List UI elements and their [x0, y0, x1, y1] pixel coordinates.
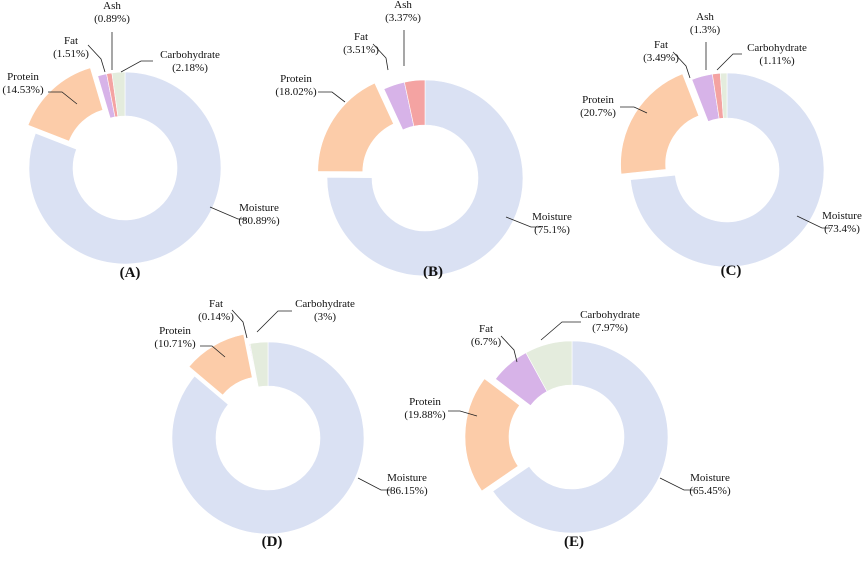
slice-moisture: [171, 341, 365, 535]
slice-value-fat: (3.51%): [343, 44, 379, 56]
slice-value-ash: (3.37%): [385, 12, 421, 24]
slice-value-fat: (6.7%): [471, 336, 502, 348]
leader-line-moisture: [505, 216, 541, 228]
panel-label: (C): [721, 263, 742, 279]
slice-value-protein: (10.71%): [154, 338, 196, 350]
slice-label-carbohydrate: Carbohydrate: [747, 42, 807, 54]
slice-moisture: [492, 340, 669, 534]
leader-line-protein: [48, 91, 78, 105]
leader-line-fat: [372, 43, 389, 71]
leader-line-fat: [231, 309, 248, 339]
slice-carbohydrate: [719, 72, 728, 119]
panel-label: (E): [564, 534, 584, 550]
leader-line-protein: [200, 345, 226, 358]
leader-line-carbohydrate: [540, 321, 581, 341]
slice-label-protein: Protein: [409, 396, 441, 408]
slice-moisture: [28, 71, 222, 265]
slice-value-carbohydrate: (3%): [314, 311, 336, 323]
slice-label-ash: Ash: [394, 0, 412, 11]
slice-label-protein: Protein: [582, 94, 614, 106]
slice-value-moisture: (65.45%): [689, 485, 731, 497]
slice-value-protein: (19.88%): [404, 409, 446, 421]
slice-protein: [27, 67, 104, 142]
slice-label-protein: Protein: [7, 71, 39, 83]
leader-line-protein: [620, 106, 648, 114]
leader-line-moisture: [357, 477, 391, 491]
slice-label-protein: Protein: [159, 325, 191, 337]
slice-carbohydrate: [525, 340, 573, 392]
slice-value-carbohydrate: (2.18%): [172, 62, 208, 74]
slice-label-fat: Fat: [654, 39, 668, 51]
slice-value-moisture: (86.15%): [386, 485, 428, 497]
slice-label-fat: Fat: [479, 323, 493, 335]
slice-label-ash: Ash: [103, 0, 121, 12]
slice-moisture: [326, 79, 524, 277]
slice-value-moisture: (80.89%): [238, 215, 280, 227]
slice-label-moisture: Moisture: [690, 472, 730, 484]
slice-label-carbohydrate: Carbohydrate: [295, 298, 355, 310]
slice-label-carbohydrate: Carbohydrate: [160, 49, 220, 61]
leader-line-carbohydrate: [256, 310, 292, 333]
slice-value-fat: (3.49%): [643, 52, 679, 64]
leader-line-fat: [672, 51, 691, 79]
slice-label-moisture: Moisture: [239, 202, 279, 214]
donut-panel: Moisture(73.4%) Protein(20.7%) Fat(3.49%) A…: [580, 11, 862, 279]
slice-label-moisture: Moisture: [532, 211, 572, 223]
donut-panel: Moisture(86.15%) Protein(10.71%) Fat(0.14%…: [154, 298, 428, 550]
leader-line-moisture: [659, 477, 693, 491]
donut-panel: Moisture(80.89%) Protein(14.53%) Fat(1.51%…: [2, 0, 280, 281]
slice-value-fat: (0.14%): [198, 311, 234, 323]
slice-value-fat: (1.51%): [53, 48, 89, 60]
slice-carbohydrate: [111, 71, 126, 117]
slice-value-ash: (1.3%): [690, 24, 721, 36]
slice-protein: [317, 82, 394, 173]
slice-value-protein: (14.53%): [2, 84, 44, 96]
slice-label-fat: Fat: [209, 298, 223, 310]
leader-line-fat: [500, 335, 518, 363]
slice-label-moisture: Moisture: [387, 472, 427, 484]
slice-value-moisture: (73.4%): [824, 223, 860, 235]
leader-line-carbohydrate: [120, 60, 153, 73]
donut-panel: Moisture(65.45%) Protein(19.88%) Fat(6.7%)…: [404, 309, 731, 550]
slice-value-carbohydrate: (1.11%): [759, 55, 795, 67]
slice-value-ash: (0.89%): [94, 13, 130, 25]
leader-line-carbohydrate: [716, 53, 742, 71]
donut-panel: Moisture(75.1%) Protein(18.02%) Fat(3.51%)…: [275, 0, 572, 280]
leader-line-protein: [448, 410, 478, 417]
slice-value-moisture: (75.1%): [534, 224, 570, 236]
slice-label-fat: Fat: [354, 31, 368, 43]
panel-label: (B): [423, 264, 443, 280]
slice-protein: [188, 334, 253, 396]
slice-label-ash: Ash: [696, 11, 714, 23]
slice-carbohydrate: [249, 341, 269, 388]
leader-line-fat: [87, 44, 106, 73]
slice-label-fat: Fat: [64, 35, 78, 47]
slice-value-protein: (18.02%): [275, 86, 317, 98]
leader-line-protein: [318, 91, 346, 103]
slice-protein: [464, 378, 520, 492]
slice-label-moisture: Moisture: [822, 210, 862, 222]
slice-label-protein: Protein: [280, 73, 312, 85]
slice-ash: [404, 79, 426, 127]
slice-moisture: [630, 72, 825, 268]
slice-protein: [620, 73, 700, 175]
leader-line-moisture: [209, 206, 247, 220]
slice-value-protein: (20.7%): [580, 107, 616, 119]
slice-value-carbohydrate: (7.97%): [592, 322, 628, 334]
panel-label: (A): [120, 265, 141, 281]
leader-line-moisture: [796, 215, 830, 229]
slice-label-carbohydrate: Carbohydrate: [580, 309, 640, 321]
panel-label: (D): [262, 534, 283, 550]
